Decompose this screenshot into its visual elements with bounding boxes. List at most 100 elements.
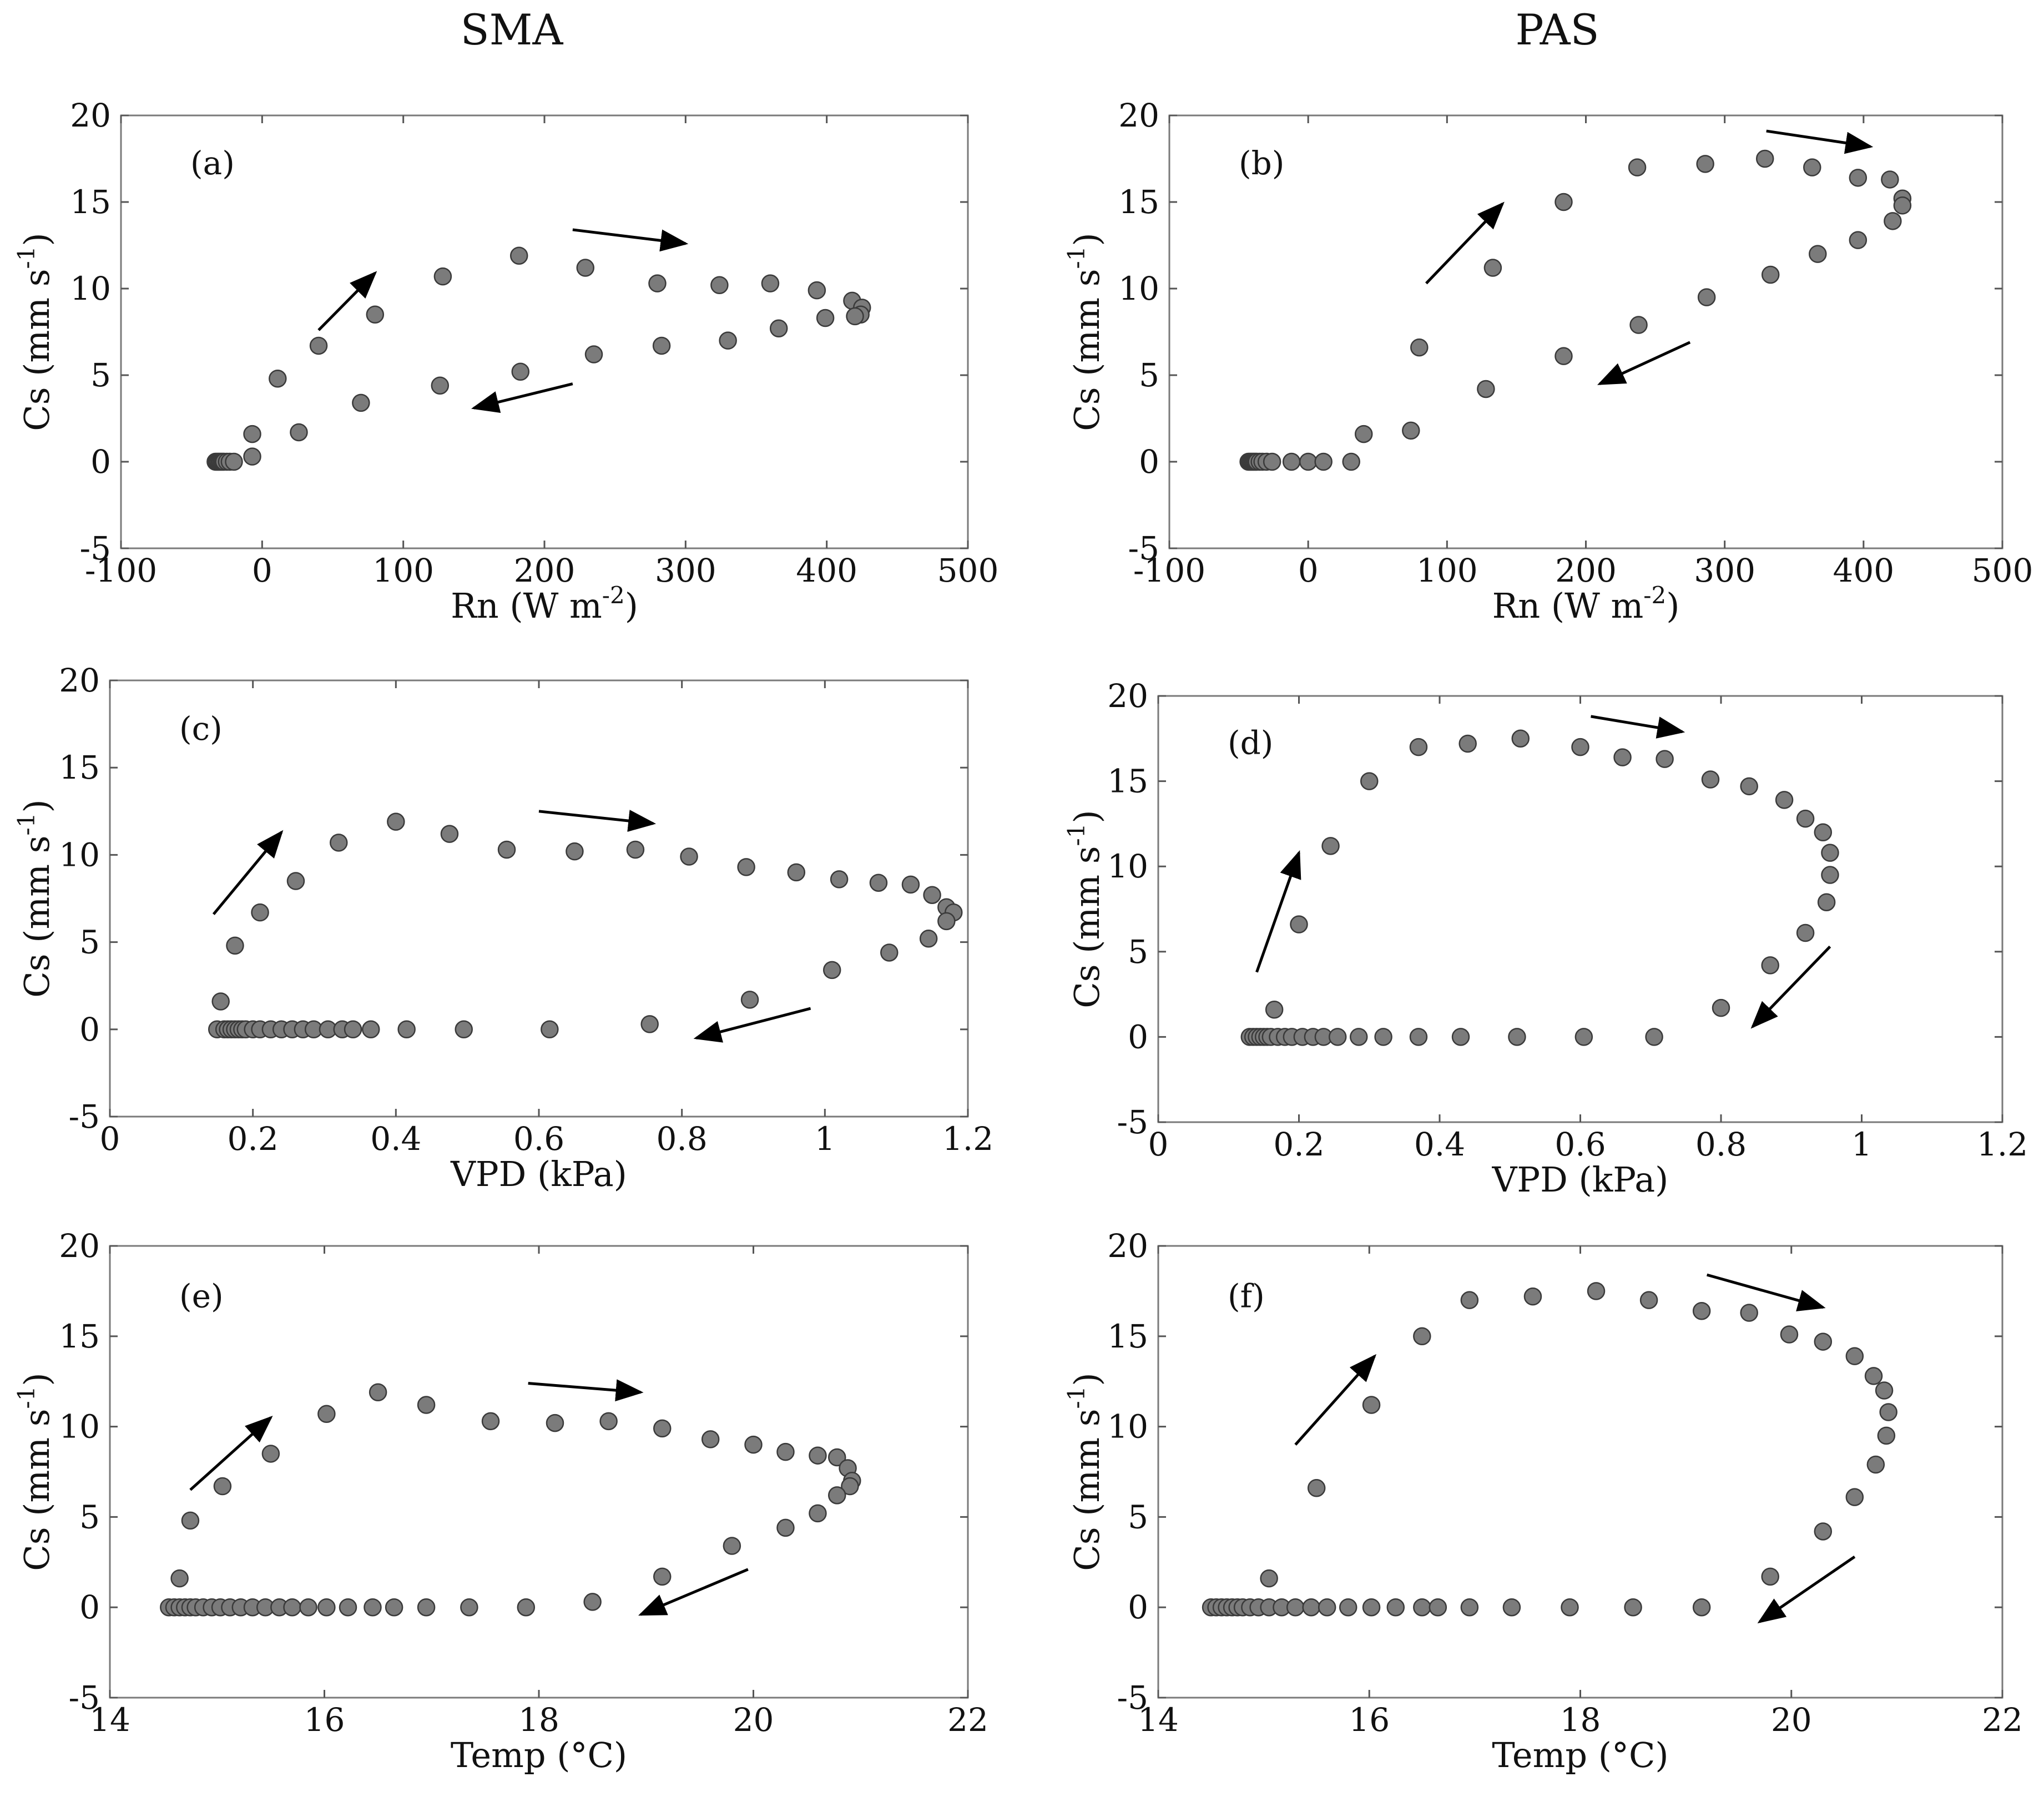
x-tick-label: 16 (304, 1701, 345, 1739)
data-point (1342, 452, 1360, 471)
y-axis-label-sup: -1 (13, 246, 40, 269)
data-point (1613, 748, 1632, 766)
data-point (170, 1569, 189, 1588)
data-point (807, 281, 826, 300)
data-point (1628, 158, 1647, 176)
x-tick-label: 0.8 (1695, 1125, 1747, 1163)
y-tick-label: 10 (70, 270, 111, 307)
data-point (1692, 1598, 1711, 1617)
data-point (1290, 915, 1308, 933)
data-point (1360, 772, 1379, 790)
x-tick-label: 0.6 (1555, 1125, 1606, 1163)
x-tick-label: 500 (1972, 552, 2033, 589)
data-point (809, 1446, 827, 1465)
data-point (1845, 1347, 1864, 1365)
data-point (1761, 956, 1779, 975)
x-tick-label: 0.2 (228, 1120, 279, 1158)
x-tick-label: 22 (947, 1701, 988, 1739)
data-point (566, 842, 584, 861)
y-tick-label: 15 (1107, 763, 1148, 800)
data-point (1402, 421, 1420, 440)
data-point (1796, 923, 1815, 942)
y-tick-label: 5 (1128, 1498, 1148, 1536)
y-tick-label: -5 (1128, 529, 1160, 567)
data-point (330, 834, 348, 852)
data-point (740, 991, 759, 1009)
x-tick-label: 1.2 (942, 1120, 993, 1158)
x-axis-label-main: VPD (kPa) (1492, 1159, 1669, 1200)
y-tick-label: 20 (1107, 1227, 1148, 1265)
x-axis-label-end: ) (625, 585, 638, 626)
data-point (1386, 1598, 1405, 1617)
data-point (1849, 231, 1868, 249)
data-point (1755, 149, 1774, 168)
x-tick-label: 1 (1851, 1125, 1872, 1163)
data-point (1523, 1287, 1542, 1306)
data-point (211, 992, 230, 1011)
column-title-sma: SMA (461, 5, 564, 54)
data-point (744, 1435, 763, 1454)
y-axis-label: Cs (mm s-1) (13, 1372, 57, 1571)
data-point (1314, 452, 1333, 471)
y-tick-label: 10 (1118, 270, 1159, 307)
y-tick-label: 15 (59, 749, 100, 786)
panel-f: 14 16 18 20 22 -5 0 5 10 15 20 (f) Temp (°C) Cs (mm s… (1063, 1227, 2023, 1775)
data-point (710, 276, 729, 295)
data-point (901, 875, 920, 894)
data-point (213, 1477, 232, 1496)
y-axis-label: Cs (mm s-1) (13, 233, 57, 431)
data-point (737, 858, 755, 876)
data-point (243, 425, 261, 443)
y-tick-label: 15 (1107, 1318, 1148, 1355)
data-point (1451, 1028, 1470, 1046)
direction-arrow (317, 271, 377, 331)
panel-a: -100 0 100 200 300 400 500 -5 0 5 10 15 20 (a) Rn (W m… (13, 97, 998, 626)
data-point (1354, 425, 1373, 443)
data-point (701, 1430, 720, 1448)
y-tick-label: 0 (1139, 443, 1159, 481)
data-point (1413, 1598, 1431, 1617)
data-point (776, 1442, 795, 1461)
data-point (1645, 1028, 1663, 1046)
data-point (1555, 347, 1573, 365)
data-point (1307, 1479, 1326, 1497)
data-point (1413, 1327, 1431, 1346)
data-point (1624, 1598, 1642, 1617)
x-tick-label: 400 (1833, 552, 1894, 589)
data-point (1712, 998, 1730, 1017)
data-point (648, 274, 667, 292)
data-point (1265, 1000, 1284, 1019)
data-point (1555, 193, 1573, 211)
x-tick-label: 1.2 (1977, 1125, 2028, 1163)
direction-arrow (693, 1007, 811, 1043)
data-point (1429, 1598, 1447, 1617)
x-tick-label: 0 (1148, 1125, 1169, 1163)
x-tick-label: 100 (372, 552, 434, 589)
y-tick-label: 5 (79, 923, 100, 961)
x-axis-label-main: Rn (W m (451, 585, 602, 626)
y-axis-label-sup: -1 (13, 1386, 40, 1409)
data-point (385, 1598, 403, 1617)
data-point (369, 1383, 387, 1401)
direction-arrow (1597, 341, 1691, 385)
x-axis-label: Temp (°C) (451, 1735, 627, 1775)
direction-arrow (1255, 850, 1301, 973)
y-axis-label-end: ) (1067, 1372, 1107, 1386)
x-axis-label: VPD (kPa) (1492, 1159, 1669, 1200)
y-tick-label: 20 (1107, 677, 1148, 715)
data-point (1761, 265, 1780, 284)
data-point (243, 447, 261, 466)
data-point (652, 336, 671, 355)
x-tick-label: 1 (815, 1120, 835, 1158)
data-point (317, 1405, 336, 1424)
data-point (497, 840, 516, 859)
data-point (397, 1020, 416, 1039)
data-point (1587, 1282, 1606, 1300)
x-tick-label: 0 (1298, 552, 1319, 589)
plot-frame (120, 114, 969, 549)
data-point (433, 267, 452, 286)
data-point (460, 1598, 478, 1617)
data-point (1881, 170, 1899, 189)
y-tick-label: 5 (1128, 933, 1148, 971)
